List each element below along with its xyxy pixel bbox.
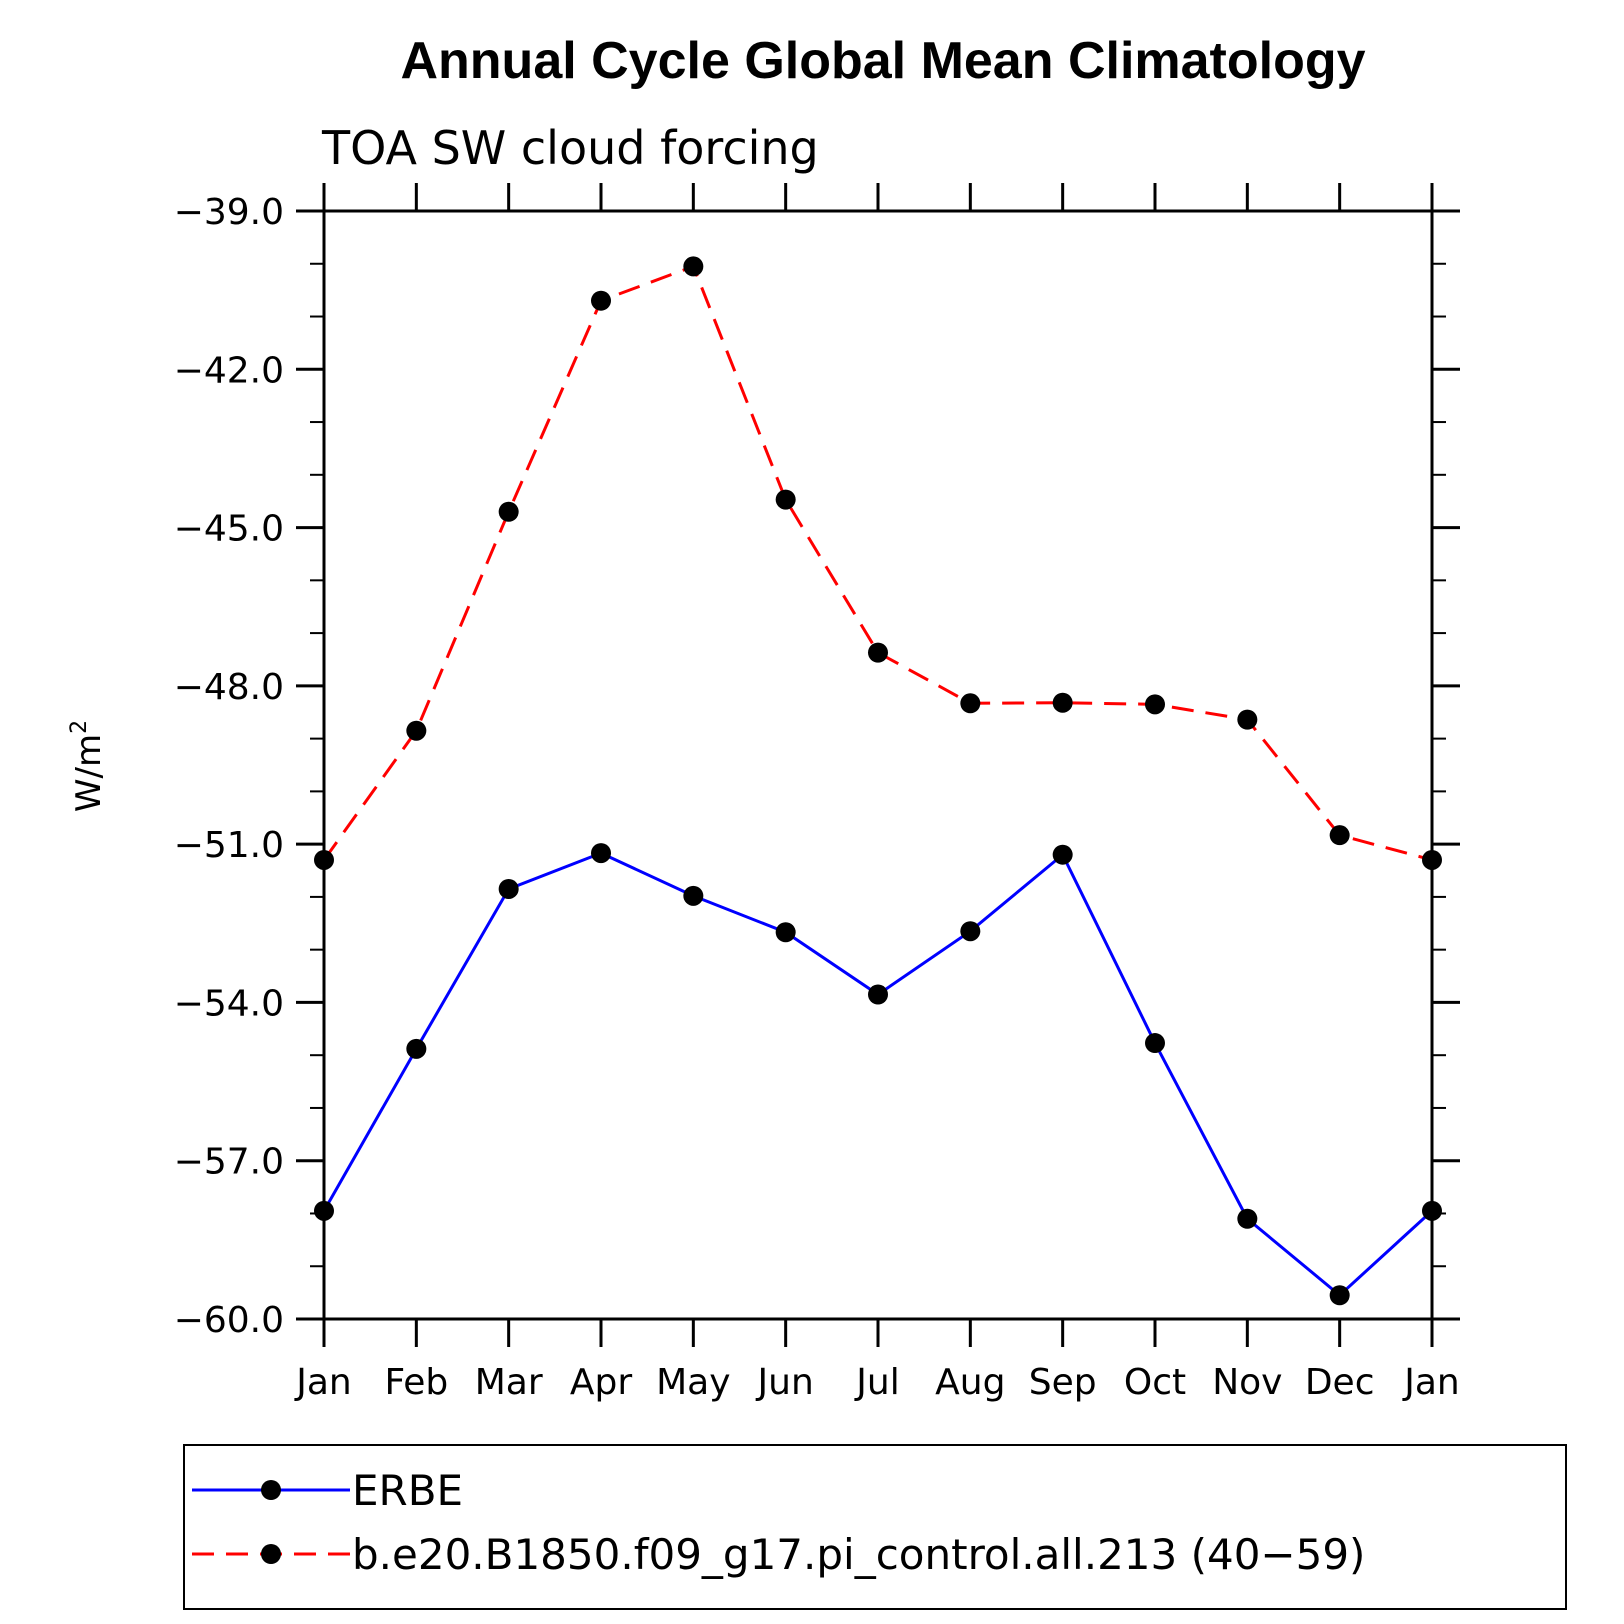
series-1-point — [1237, 1208, 1258, 1229]
legend-box — [183, 1444, 1567, 1610]
y-tick-label: −48.0 — [174, 667, 284, 708]
x-tick-label: Oct — [1124, 1362, 1186, 1403]
series-1-point — [868, 984, 888, 1005]
y-axis-unit: W/m — [69, 734, 109, 812]
y-axis-unit-exponent: 2 — [67, 720, 92, 734]
legend: ERBE b.e20.B1850.f09_g17.pi_control.all.2… — [183, 1444, 1567, 1610]
series-2-point — [314, 849, 334, 870]
series-2-point — [960, 693, 981, 714]
x-tick-label: Jun — [756, 1362, 814, 1403]
x-tick-label: Nov — [1212, 1362, 1282, 1403]
series-line-1 — [322, 851, 1434, 1298]
series-2-point — [498, 501, 519, 522]
series-1-point — [683, 885, 704, 906]
series-1-point — [314, 1200, 334, 1221]
x-tick-labels: Jan Feb Mar Apr May Jun Jul Aug Sep Oct Nov Dec Jan — [294, 1362, 1460, 1403]
series-2-point — [683, 256, 704, 277]
series-2-point — [1237, 709, 1258, 730]
series-2-point — [775, 489, 796, 510]
plot-frame — [322, 209, 1434, 1321]
legend-label-2: b.e20.B1850.f09_g17.pi_control.all.213 (… — [352, 1530, 1365, 1579]
y-tick-label: −60.0 — [174, 1300, 284, 1341]
x-tick-label: Jan — [294, 1362, 352, 1403]
svg-text:W/m2: W/m2 — [67, 720, 109, 812]
series-1-point — [591, 843, 611, 864]
series-1-point — [1329, 1285, 1350, 1306]
y-tick-label: −54.0 — [174, 983, 284, 1024]
y-tick-label: −45.0 — [174, 509, 284, 550]
series-2-point — [591, 290, 611, 311]
series-line-2 — [322, 264, 1433, 862]
series-2-point — [1052, 692, 1073, 713]
y-tick-label: −42.0 — [174, 350, 284, 391]
series-2-point — [1329, 825, 1350, 846]
series-2-point — [1145, 694, 1165, 715]
series-1-point — [1052, 844, 1073, 865]
axis-ticks — [296, 183, 1460, 1347]
series-1-point — [1145, 1033, 1165, 1054]
series-2-point — [406, 720, 427, 741]
series-1-point — [775, 922, 796, 943]
legend-marker-2 — [261, 1544, 281, 1564]
x-tick-label: Apr — [570, 1362, 632, 1403]
y-tick-label: −39.0 — [174, 192, 284, 233]
series-2-point — [868, 642, 888, 663]
legend-label-1: ERBE — [352, 1466, 463, 1515]
chart-title: Annual Cycle Global Mean Climatology — [400, 32, 1365, 90]
y-axis-title: W/m2 — [67, 720, 109, 812]
chart-subtitle: TOA SW cloud forcing — [321, 121, 819, 175]
legend-marker-1 — [261, 1480, 281, 1500]
y-tick-label: −57.0 — [174, 1142, 284, 1183]
series-1-point — [498, 878, 519, 899]
series-1-point — [406, 1038, 427, 1059]
x-tick-label: Mar — [475, 1362, 543, 1403]
y-tick-labels: −39.0 −42.0 −45.0 −48.0 −51.0 −54.0 −57.0 −60.0 — [174, 192, 284, 1341]
legend-items: ERBE b.e20.B1850.f09_g17.pi_control.all.2… — [192, 1466, 1365, 1579]
x-tick-label: Jul — [854, 1362, 899, 1403]
series-layer — [314, 256, 1442, 1306]
x-tick-label: Aug — [935, 1362, 1005, 1403]
series-2-point — [1422, 849, 1442, 870]
x-tick-label: Jan — [1402, 1362, 1460, 1403]
series-1-point — [1422, 1200, 1442, 1221]
series-1-point — [960, 921, 981, 942]
x-tick-label: Dec — [1305, 1362, 1375, 1403]
x-tick-label: Sep — [1029, 1362, 1097, 1403]
x-tick-label: Feb — [384, 1362, 448, 1403]
y-tick-label: −51.0 — [174, 825, 284, 866]
x-tick-label: May — [656, 1362, 730, 1403]
